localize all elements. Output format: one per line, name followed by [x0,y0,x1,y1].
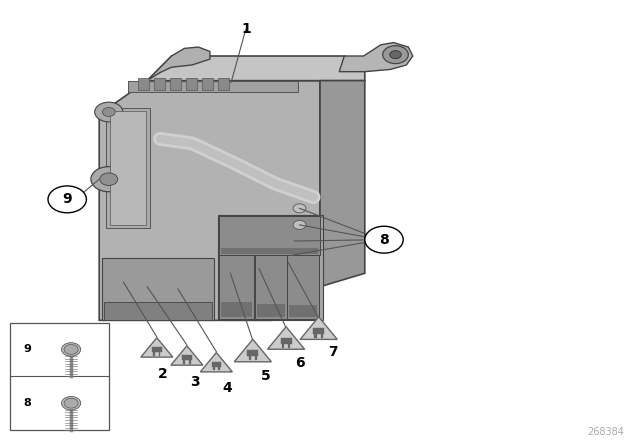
Text: 9: 9 [62,192,72,207]
Polygon shape [339,43,413,72]
Circle shape [61,343,81,356]
Bar [10,323,109,430]
Polygon shape [320,81,365,287]
Polygon shape [268,327,305,349]
Bar [211,362,221,367]
Text: 5: 5 [260,369,271,383]
Bar [159,352,161,356]
Bar [255,356,257,360]
Bar [202,78,213,90]
Bar [182,355,192,360]
Bar [280,338,292,344]
Text: 6: 6 [294,356,305,370]
Polygon shape [141,338,173,357]
Polygon shape [200,353,232,372]
Polygon shape [110,111,146,225]
Circle shape [48,186,86,213]
Bar [248,356,251,360]
Bar [221,302,252,317]
Bar [289,306,317,317]
Bar [212,367,214,370]
Bar [170,78,181,90]
Bar [287,241,319,319]
Text: 268384: 268384 [587,427,624,437]
Bar [321,334,323,338]
Text: 8: 8 [24,398,31,408]
Text: 4: 4 [222,380,232,395]
Bar [152,347,162,352]
Bar [288,344,291,348]
Bar [186,78,197,90]
Circle shape [365,226,403,253]
Text: 2: 2 [158,367,168,381]
Text: 7: 7 [328,345,338,359]
Circle shape [64,398,78,408]
Bar [255,232,287,319]
Bar [221,248,318,254]
Bar [154,78,165,90]
Circle shape [390,51,401,59]
Circle shape [64,345,78,354]
Polygon shape [147,47,210,81]
Bar [102,258,214,320]
Polygon shape [218,215,323,320]
Circle shape [102,108,115,116]
Circle shape [383,46,408,64]
Polygon shape [106,108,150,228]
Bar [218,78,229,90]
Circle shape [95,102,123,122]
Bar [257,304,285,317]
Bar [218,367,220,370]
Bar [104,302,212,320]
Text: 8: 8 [379,233,389,247]
Text: 9: 9 [24,345,31,354]
Bar [219,216,320,255]
Bar [247,350,259,356]
Polygon shape [300,317,337,340]
Bar [313,328,324,334]
Bar [314,334,317,338]
Polygon shape [171,346,203,365]
Polygon shape [234,339,271,362]
Circle shape [91,167,127,192]
Text: 1: 1 [241,22,252,36]
Circle shape [100,173,118,185]
Bar [153,352,155,356]
Polygon shape [128,81,298,92]
Bar [282,344,284,348]
Bar [189,360,191,364]
Bar [219,218,254,319]
Circle shape [61,396,81,410]
Bar [138,78,149,90]
Text: 3: 3 [190,375,200,389]
Circle shape [293,204,306,213]
Polygon shape [147,56,365,81]
Polygon shape [99,81,320,320]
Bar [183,360,185,364]
Circle shape [293,220,306,229]
